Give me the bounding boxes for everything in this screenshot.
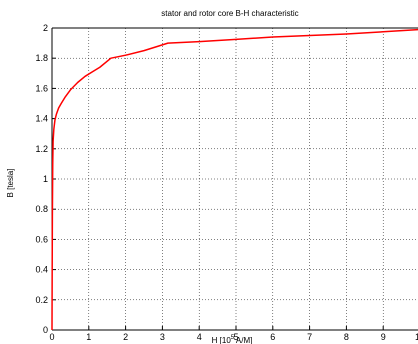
x-axis-label-base: H [10: [212, 336, 232, 344]
x-tick-label: 0: [49, 332, 54, 342]
x-axis-label-exponent: 5: [231, 335, 235, 341]
y-tick-label: 0.4: [35, 265, 48, 275]
x-tick-label: 8: [344, 332, 349, 342]
y-axis-label: B [tesla]: [6, 169, 15, 198]
x-tick-label: 10: [415, 332, 418, 342]
x-tick-label: 2: [123, 332, 128, 342]
y-tick-label: 1.4: [35, 114, 48, 124]
x-tick-label: 6: [270, 332, 275, 342]
y-tick-label: 1.6: [35, 83, 48, 93]
y-tick-label: 1.2: [35, 144, 48, 154]
x-tick-label: 5: [233, 332, 238, 342]
y-tick-label: 0.6: [35, 234, 48, 244]
bh-curve-line: [51, 28, 418, 331]
x-tick-label: 3: [160, 332, 165, 342]
y-tick-label: 0.8: [35, 204, 48, 214]
x-tick-label: 4: [197, 332, 202, 342]
plot-area: 0 0.2 0.4 0.6 0.8 1 1.2 1.4 1.6 1.8 2 0 1 2 3 4 5 6 7 8 9 10: [35, 23, 418, 342]
y-tick-label: 1: [43, 174, 48, 184]
chart-title: stator and rotor core B-H characteristic: [161, 9, 298, 18]
y-tick-label: 2: [43, 23, 48, 33]
x-tick-label: 9: [381, 332, 386, 342]
y-tick-label: 0.2: [35, 295, 48, 305]
y-tick-label: 1.8: [35, 53, 48, 63]
x-axis-label: H [105 A/M]: [212, 335, 253, 344]
y-tick-label: 0: [43, 325, 48, 335]
x-axis-label-unit: A/M]: [234, 336, 252, 344]
x-tick-label: 7: [307, 332, 312, 342]
x-tick-label: 1: [86, 332, 91, 342]
